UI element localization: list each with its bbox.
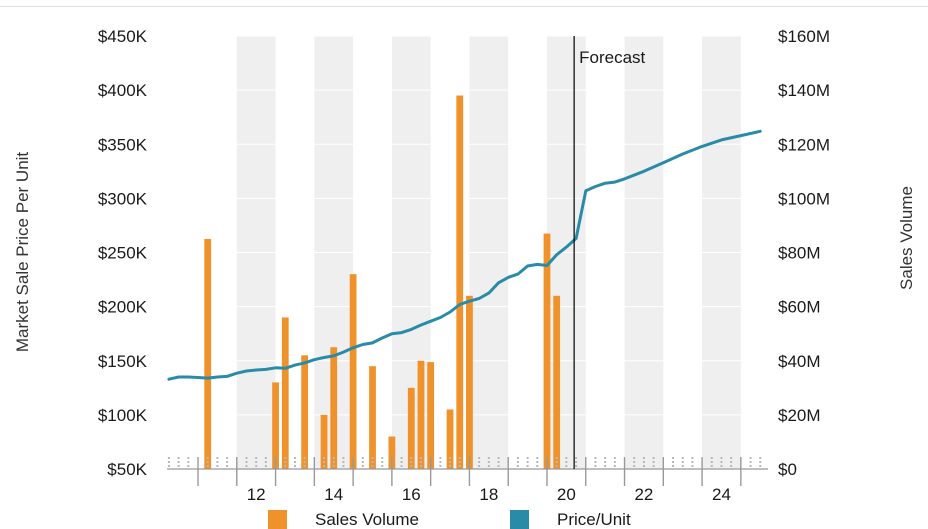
y-right-tick-label: $160M	[778, 27, 830, 46]
legend: Sales Volume Price/Unit	[268, 510, 631, 529]
sales-volume-bar	[301, 355, 309, 469]
y-left-tick-label: $200K	[98, 298, 148, 317]
y-right-tick-label: $20M	[778, 406, 821, 425]
sales-volume-bar	[456, 95, 464, 469]
y-right-tick-label: $0	[778, 460, 797, 479]
y-axis-right-title: Sales Volume	[897, 186, 916, 290]
y-left-tick-label: $50K	[107, 460, 147, 479]
y-axis-left-ticks: $50K $100K $150K $200K $250K $300K $350K $400K $…	[98, 27, 148, 479]
y-left-tick-label: $350K	[98, 135, 148, 154]
price-per-unit-line	[167, 129, 762, 381]
legend-swatch	[510, 510, 529, 529]
sales-volume-bar	[349, 274, 357, 469]
y-right-tick-label: $140M	[778, 81, 830, 100]
y-left-tick-label: $300K	[98, 189, 148, 208]
sales-volume-bar	[417, 360, 425, 469]
sales-volume-bar	[320, 414, 328, 469]
y-axis-right-ticks: $0 $20M $40M $60M $80M $100M $120M $140M $160M	[778, 27, 830, 479]
x-tick-label: 14	[324, 485, 343, 504]
legend-label: Sales Volume	[315, 510, 419, 529]
y-axis-left-title: Market Sale Price Per Unit	[13, 152, 32, 353]
forecast-marker: Forecast	[573, 36, 646, 469]
sales-volume-bar	[281, 317, 289, 469]
y-left-tick-label: $100K	[98, 406, 148, 425]
x-tick-label: 22	[634, 485, 653, 504]
x-tick-label: 12	[247, 485, 266, 504]
forecast-label: Forecast	[579, 48, 645, 67]
sales-volume-bar	[553, 295, 561, 469]
y-left-tick-label: $250K	[98, 244, 148, 263]
y-right-tick-label: $40M	[778, 352, 821, 371]
price-per-unit-series	[167, 129, 762, 381]
y-right-tick-label: $80M	[778, 244, 821, 263]
sales-volume-bar	[427, 362, 435, 469]
sales-volume-bar	[407, 387, 415, 469]
x-tick-label: 18	[479, 485, 498, 504]
sales-volume-bar	[543, 233, 551, 469]
y-right-tick-label: $120M	[778, 135, 830, 154]
legend-label: Price/Unit	[557, 510, 631, 529]
y-left-tick-label: $400K	[98, 81, 148, 100]
sales-volume-bar	[466, 295, 473, 469]
x-tick-label: 20	[557, 485, 576, 504]
sales-volume-bar	[388, 436, 396, 469]
x-tick-label: 24	[712, 485, 731, 504]
y-left-tick-label: $150K	[98, 352, 148, 371]
sales-volume-bar	[369, 366, 376, 469]
sales-volume-bar	[446, 409, 454, 469]
y-left-tick-label: $450K	[98, 27, 148, 46]
x-tick-label: 16	[402, 485, 421, 504]
y-right-tick-label: $100M	[778, 189, 830, 208]
sales-volume-bar	[204, 238, 212, 469]
x-axis: 12 14 16 18 20 22 24	[167, 457, 768, 504]
sales-volume-bar	[272, 382, 279, 469]
legend-swatch	[268, 510, 287, 529]
sales-volume-bar	[330, 347, 338, 469]
sales-volume-bars	[204, 95, 561, 469]
y-right-tick-label: $60M	[778, 298, 821, 317]
